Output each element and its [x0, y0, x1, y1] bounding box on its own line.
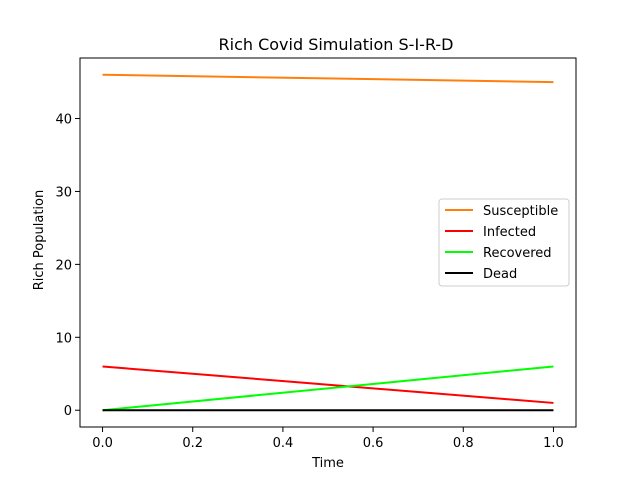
legend-entry: Susceptible [445, 204, 558, 219]
y-tick-label: 0 [64, 404, 72, 419]
series-layer [102, 73, 554, 412]
legend-box [438, 198, 570, 287]
x-axis-label: Time [311, 456, 344, 471]
series-line-recovered [102, 365, 554, 412]
x-tick-label: 0.0 [92, 436, 113, 451]
chart-title: Rich Covid Simulation S-I-R-D [219, 35, 454, 54]
legend-entry: Dead [445, 267, 517, 282]
series-line-susceptible [102, 73, 554, 84]
y-tick-label: 30 [55, 185, 72, 200]
y-axis: 0 10 20 30 40 [55, 113, 80, 419]
legend: Susceptible Infected Recovered Dead [438, 198, 570, 287]
x-tick-label: 0.2 [182, 436, 203, 451]
x-tick-label: 0.4 [273, 436, 294, 451]
legend-label: Infected [483, 225, 536, 240]
series-line-infected [102, 365, 554, 404]
x-axis: 0.0 0.2 0.4 0.6 0.8 1.0 [92, 427, 564, 451]
y-tick-label: 40 [55, 113, 72, 128]
legend-label: Dead [483, 267, 517, 282]
y-tick-label: 10 [55, 331, 72, 346]
y-axis-label: Rich Population [32, 190, 47, 290]
x-tick-label: 0.6 [363, 436, 384, 451]
y-tick-label: 20 [55, 258, 72, 273]
x-tick-label: 0.8 [453, 436, 474, 451]
legend-label: Susceptible [483, 204, 558, 219]
legend-label: Recovered [483, 246, 552, 261]
legend-entry: Recovered [445, 246, 552, 261]
x-tick-label: 1.0 [543, 436, 564, 451]
legend-entry: Infected [445, 225, 536, 240]
